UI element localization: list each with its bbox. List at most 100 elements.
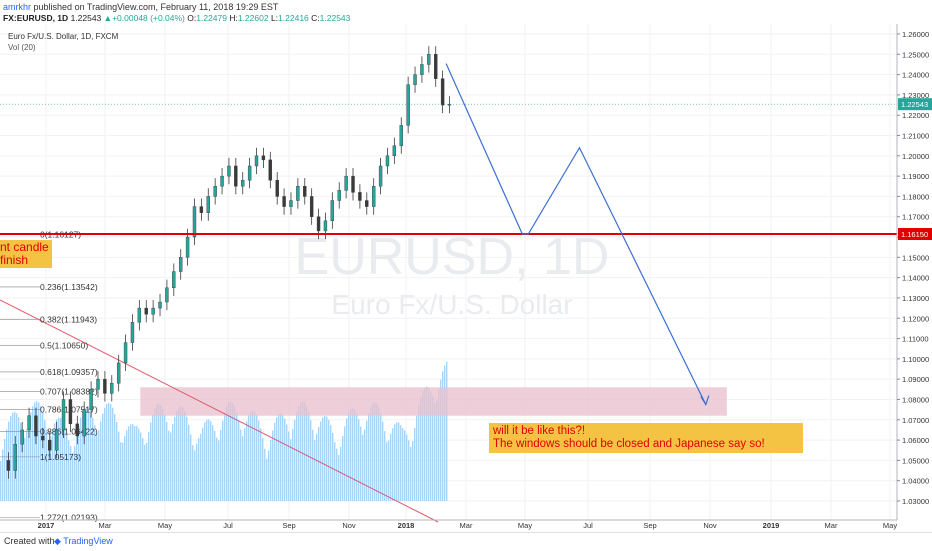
volume-bar bbox=[414, 427, 416, 501]
volume-bar bbox=[406, 434, 408, 501]
right-annotation[interactable]: will it be like this?! The windows shoul… bbox=[489, 423, 803, 453]
volume-bar bbox=[188, 424, 190, 501]
candle-body bbox=[165, 287, 169, 303]
candle-body bbox=[123, 342, 128, 364]
last-price-tag bbox=[898, 98, 932, 111]
volume-bar bbox=[372, 403, 374, 501]
volume-bar bbox=[286, 424, 288, 501]
candle-body bbox=[185, 236, 190, 258]
volume-bar bbox=[438, 389, 440, 501]
low-value: 1.22416 bbox=[278, 13, 309, 23]
time-tick-label: 2019 bbox=[763, 521, 780, 530]
fib-label: 0.707(1.08382) bbox=[40, 387, 98, 397]
volume-bar bbox=[436, 400, 438, 501]
volume-bar bbox=[430, 391, 432, 501]
volume-bar bbox=[112, 407, 114, 501]
last-price: 1.22543 bbox=[70, 13, 102, 23]
volume-bar bbox=[288, 431, 290, 501]
price-tick-label: 1.08000 bbox=[902, 395, 929, 404]
candle-body bbox=[434, 54, 438, 79]
volume-bar bbox=[234, 406, 236, 501]
last-price-tag-label: 1.22543 bbox=[901, 100, 928, 109]
volume-bar bbox=[120, 442, 122, 501]
volume-bar bbox=[46, 429, 48, 501]
volume-bar bbox=[252, 410, 254, 501]
volume-bar bbox=[446, 361, 448, 501]
volume-bar bbox=[204, 422, 206, 501]
volume-bar bbox=[108, 402, 110, 501]
candle-body bbox=[213, 186, 217, 197]
candle-body bbox=[130, 322, 135, 343]
candle-body bbox=[48, 439, 52, 451]
volume-bar bbox=[374, 402, 376, 501]
candle-body bbox=[6, 460, 11, 471]
price-tick-label: 1.11000 bbox=[902, 335, 929, 344]
created-with-label: Created with bbox=[4, 536, 55, 546]
volume-bar bbox=[354, 409, 356, 501]
volume-bar bbox=[52, 428, 54, 501]
volume-bar bbox=[210, 421, 212, 501]
volume-bar bbox=[256, 414, 258, 501]
volume-bar bbox=[60, 418, 62, 501]
candle-body bbox=[440, 78, 445, 106]
candle-body bbox=[96, 378, 100, 390]
tradingview-logo[interactable]: ◆ TradingView bbox=[54, 536, 113, 546]
volume-bar bbox=[160, 404, 162, 501]
left-annotation[interactable]: nt candle finish bbox=[0, 240, 52, 268]
time-tick-label: 2017 bbox=[38, 521, 55, 530]
volume-bar bbox=[420, 397, 422, 501]
volume-bar bbox=[172, 424, 174, 501]
volume-bar bbox=[150, 422, 152, 501]
volume-bar bbox=[400, 425, 402, 501]
volume-bar bbox=[74, 445, 76, 501]
price-tick-label: 1.20000 bbox=[902, 152, 929, 161]
volume-bar bbox=[336, 448, 338, 501]
volume-bar bbox=[378, 407, 380, 501]
price-tick-label: 1.07000 bbox=[902, 416, 929, 425]
candle-body bbox=[227, 165, 231, 177]
volume-bar bbox=[62, 421, 64, 501]
volume-bar bbox=[140, 432, 142, 501]
volume-bar bbox=[282, 414, 284, 501]
volume-bar bbox=[66, 433, 68, 501]
author-link[interactable]: amrkhr bbox=[3, 2, 32, 12]
volume-bar bbox=[180, 405, 182, 501]
price-tick-label: 1.25000 bbox=[902, 50, 929, 59]
volume-bar bbox=[162, 408, 164, 501]
candle-body bbox=[82, 409, 86, 437]
volume-bar bbox=[302, 401, 304, 501]
volume-bar bbox=[126, 430, 128, 501]
volume-bar bbox=[216, 437, 218, 501]
volume-bar bbox=[316, 433, 318, 501]
price-tick-label: 1.15000 bbox=[902, 253, 929, 262]
high-label: H: bbox=[229, 13, 238, 23]
volume-bar bbox=[90, 412, 92, 501]
candle-body bbox=[289, 200, 293, 207]
price-tick-label: 1.18000 bbox=[902, 192, 929, 201]
volume-bar bbox=[154, 408, 156, 501]
fib-label: 1.272(1.02193) bbox=[40, 512, 98, 522]
volume-bar bbox=[242, 436, 244, 501]
volume-bar bbox=[164, 414, 166, 501]
candle-body bbox=[392, 145, 397, 157]
volume-bar bbox=[70, 446, 72, 501]
time-tick-label: 2018 bbox=[398, 521, 415, 530]
candle-body bbox=[144, 307, 148, 315]
low-label: L: bbox=[270, 13, 279, 23]
volume-bar bbox=[36, 401, 38, 501]
candle-body bbox=[137, 307, 142, 323]
volume-bar bbox=[58, 417, 60, 501]
volume-bar bbox=[212, 425, 214, 501]
open-value: 1.22479 bbox=[196, 13, 227, 23]
candle-body bbox=[268, 159, 272, 181]
volume-bar bbox=[254, 411, 256, 501]
volume-bar bbox=[238, 420, 240, 501]
candle-body bbox=[309, 196, 314, 217]
volume-bar bbox=[26, 429, 28, 501]
volume-bar bbox=[292, 429, 294, 501]
volume-bar bbox=[260, 428, 262, 501]
fib-label: 0.382(1.11943) bbox=[40, 314, 97, 324]
volume-bar bbox=[340, 446, 342, 501]
